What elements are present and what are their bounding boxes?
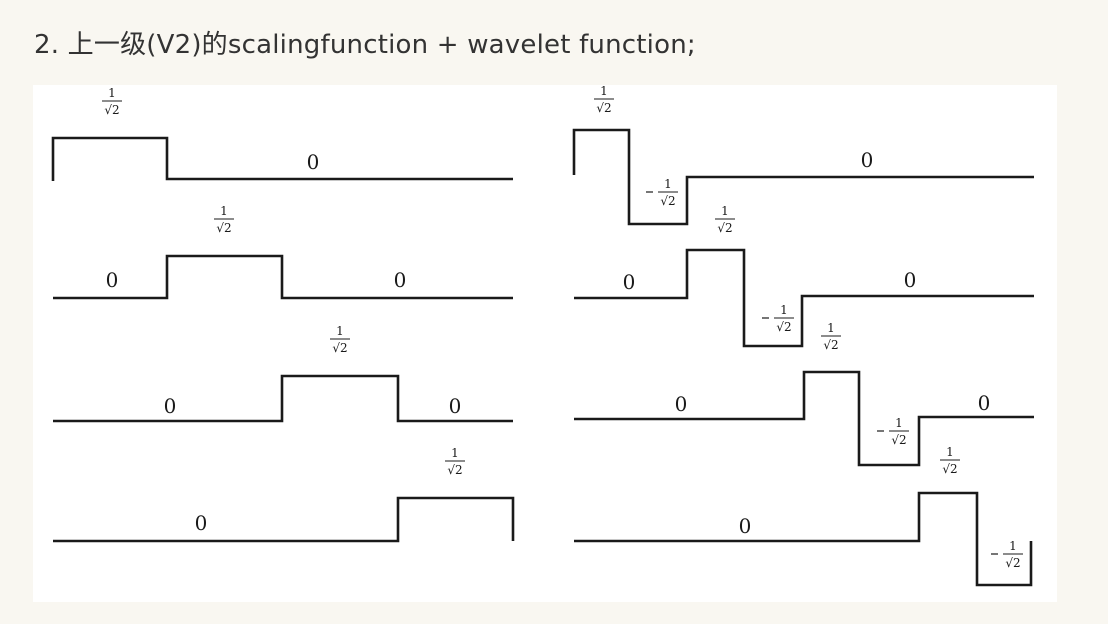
label-zero: 0 — [449, 394, 462, 418]
basis-functions-plot: 1√201√20 01√20 01√201√21√201√21√20 01√21√20… — [51, 84, 1034, 587]
svg-text:√2: √2 — [823, 338, 838, 352]
wavelet-function-1 — [572, 128, 1034, 226]
label-one-over-sqrt2: 1√2 — [445, 446, 465, 477]
label-neg-one-over-sqrt2: 1√2 — [991, 539, 1023, 570]
label-one-over-sqrt2: 1√2 — [330, 324, 350, 355]
scaling-function-2 — [53, 254, 513, 300]
svg-text:1: 1 — [946, 445, 954, 459]
scaling-function-1 — [51, 136, 513, 181]
label-one-over-sqrt2: 1√2 — [940, 445, 960, 476]
label-zero: 0 — [675, 392, 688, 416]
svg-text:√2: √2 — [216, 221, 231, 235]
label-neg-one-over-sqrt2: 1√2 — [762, 303, 794, 334]
label-zero: 0 — [106, 268, 119, 292]
svg-text:1: 1 — [780, 303, 788, 317]
svg-text:√2: √2 — [717, 221, 732, 235]
basis-functions-figure: 1 √2 0 1 √2 0 0 1 √2 0 0 1 √2 0 1 √2 1 √2 0 1 √2 1 √2 0 0 1 √2 1 √2 0… — [33, 84, 1057, 602]
svg-text:1: 1 — [108, 86, 116, 100]
scaling-function-4 — [53, 496, 515, 543]
svg-text:1: 1 — [451, 446, 459, 460]
label-one-over-sqrt2: 1√2 — [214, 204, 234, 235]
label-zero: 0 — [623, 270, 636, 294]
label-zero: 0 — [307, 150, 320, 174]
label-zero: 0 — [195, 511, 208, 535]
label-one-over-sqrt2: 1√2 — [594, 84, 614, 115]
scaling-function-3 — [53, 374, 513, 423]
label-neg-one-over-sqrt2: 1√2 — [646, 177, 678, 208]
label-one-over-sqrt2: 1√2 — [821, 321, 841, 352]
svg-text:1: 1 — [220, 204, 228, 218]
svg-text:√2: √2 — [660, 194, 675, 208]
svg-text:√2: √2 — [332, 341, 347, 355]
svg-text:√2: √2 — [776, 320, 791, 334]
label-zero: 0 — [739, 514, 752, 538]
wavelet-function-2 — [574, 248, 1034, 348]
svg-text:√2: √2 — [104, 103, 119, 117]
label-zero: 0 — [861, 148, 874, 172]
label-one-over-sqrt2: 1√2 — [715, 204, 735, 235]
svg-text:1: 1 — [827, 321, 835, 335]
svg-text:1: 1 — [336, 324, 344, 338]
svg-text:√2: √2 — [891, 433, 906, 447]
section-heading: 2. 上一级(V2)的scalingfunction + wavelet fun… — [34, 30, 696, 60]
label-zero: 0 — [164, 394, 177, 418]
svg-text:√2: √2 — [596, 101, 611, 115]
wavelet-function-3 — [574, 370, 1034, 467]
svg-text:√2: √2 — [1005, 556, 1020, 570]
label-one-over-sqrt2: 1√2 — [102, 86, 122, 117]
label-zero: 0 — [978, 391, 991, 415]
svg-text:1: 1 — [664, 177, 672, 191]
label-zero: 0 — [394, 268, 407, 292]
svg-text:1: 1 — [721, 204, 729, 218]
label-zero: 0 — [904, 268, 917, 292]
wavelet-function-4 — [574, 491, 1033, 587]
svg-text:√2: √2 — [942, 462, 957, 476]
svg-text:1: 1 — [1009, 539, 1017, 553]
label-neg-one-over-sqrt2: 1√2 — [877, 416, 909, 447]
svg-text:√2: √2 — [447, 463, 462, 477]
svg-text:1: 1 — [600, 85, 608, 98]
svg-text:1: 1 — [895, 416, 903, 430]
